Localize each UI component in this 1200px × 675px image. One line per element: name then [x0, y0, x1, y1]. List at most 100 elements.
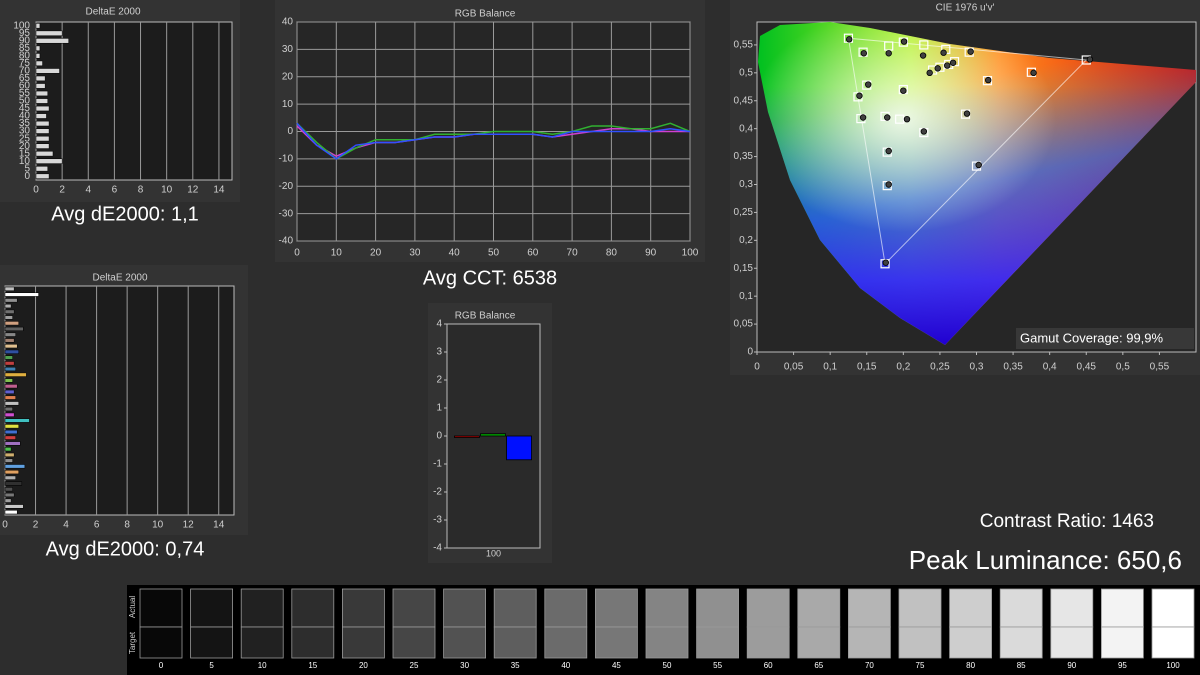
bar [4, 452, 15, 457]
bar [4, 349, 19, 354]
bar [35, 83, 46, 89]
plot-area [35, 21, 233, 181]
bar [4, 475, 16, 480]
x-tick-label: 5 [209, 661, 214, 670]
x-tick-label: 0 [2, 520, 8, 531]
peak-luminance: Peak Luminance: 650,6 [909, 545, 1182, 575]
y-tick-label: -2 [433, 487, 442, 498]
actual-point [885, 181, 892, 188]
bar [4, 384, 18, 389]
x-tick-label: 0,25 [930, 362, 950, 373]
bar [35, 113, 47, 119]
target-point [919, 40, 929, 50]
x-tick-label: 65 [814, 661, 823, 670]
actual-point [975, 161, 982, 169]
y-tick-label: 0,1 [739, 291, 753, 302]
bar [35, 68, 60, 74]
bar [4, 332, 16, 337]
y-tick-label: 5 [24, 163, 30, 174]
y-tick-label: 40 [282, 17, 294, 28]
target-swatch [595, 626, 638, 659]
y-tick-label: -40 [279, 236, 294, 247]
bar [4, 292, 39, 297]
annotation-box [1016, 328, 1194, 349]
x-tick-label: 60 [527, 248, 539, 259]
x-tick-label: 10 [331, 248, 343, 259]
bar [35, 23, 41, 29]
actual-point [845, 36, 853, 43]
y-tick-label: 25 [19, 133, 31, 144]
y-tick-label: 2 [436, 375, 442, 386]
bar [4, 389, 15, 394]
actual-swatch [595, 588, 638, 628]
x-tick-label: 45 [612, 661, 621, 670]
actual-swatch [898, 588, 942, 628]
x-tick-label: 12 [187, 185, 199, 196]
actual-swatch [797, 588, 841, 628]
y-tick-label: 75 [19, 58, 31, 69]
target-swatch [544, 626, 588, 659]
y-tick-label: -3 [433, 515, 442, 526]
x-tick-label: 50 [663, 661, 672, 670]
series-line [296, 122, 691, 160]
x-tick-label: 100 [682, 248, 699, 259]
y-tick-label: 0,25 [734, 207, 754, 218]
y-tick-label: 30 [282, 44, 294, 55]
bar [35, 90, 49, 97]
locus-shading [758, 22, 1196, 345]
x-tick-label: 0 [294, 248, 300, 259]
target-swatch [645, 626, 689, 659]
target-swatch [898, 626, 942, 659]
x-tick-label: 0,4 [1043, 362, 1057, 373]
y-tick-label: 20 [282, 71, 294, 82]
bar [4, 464, 26, 469]
bar [4, 298, 18, 303]
y-tick-label: 55 [19, 88, 31, 99]
x-tick-label: 95 [1118, 661, 1127, 670]
target-swatch [1101, 626, 1144, 659]
actual-point [865, 81, 872, 88]
x-tick-label: 0,1 [823, 362, 837, 373]
x-tick-label: 20 [370, 248, 382, 259]
actual-point [900, 87, 907, 94]
y-tick-label: 0,05 [734, 319, 754, 330]
x-tick-label: 8 [124, 520, 130, 531]
bar [480, 433, 506, 437]
target-swatch [139, 626, 183, 659]
target-point [982, 76, 993, 86]
bar [35, 158, 63, 164]
bar [4, 286, 15, 291]
caption: Avg CCT: 6538 [423, 267, 557, 289]
bar [4, 418, 30, 423]
y-tick-label: 80 [19, 50, 31, 61]
x-tick-label: 90 [1067, 661, 1076, 670]
y-tick-label: 10 [19, 156, 31, 167]
bar [4, 378, 13, 383]
x-tick-label: 0 [159, 661, 164, 670]
actual-swatch [139, 588, 183, 628]
bar [35, 38, 69, 44]
y-tick-label: 50 [19, 96, 31, 107]
y-tick-label: 35 [19, 118, 31, 129]
x-tick-label: 2 [59, 185, 65, 196]
target-swatch [493, 626, 537, 659]
bar [4, 435, 16, 440]
bar [4, 407, 13, 412]
y-tick-label: 30 [19, 126, 31, 137]
bar [35, 60, 43, 67]
target-swatch [999, 626, 1043, 659]
plot-area [4, 285, 235, 516]
x-tick-label: 14 [213, 520, 225, 531]
y-tick-label: -1 [433, 459, 442, 470]
actual-point [884, 114, 891, 121]
x-tick-label: 80 [966, 661, 975, 670]
x-tick-label: 8 [138, 185, 144, 196]
bar [35, 166, 49, 172]
x-tick-label: 6 [94, 520, 100, 531]
actual-point [900, 38, 908, 45]
bar [4, 424, 19, 429]
y-tick-label: 0 [24, 171, 30, 182]
x-tick-label: 70 [865, 661, 874, 670]
bar [4, 361, 15, 366]
x-tick-label: 0,5 [1116, 362, 1130, 373]
